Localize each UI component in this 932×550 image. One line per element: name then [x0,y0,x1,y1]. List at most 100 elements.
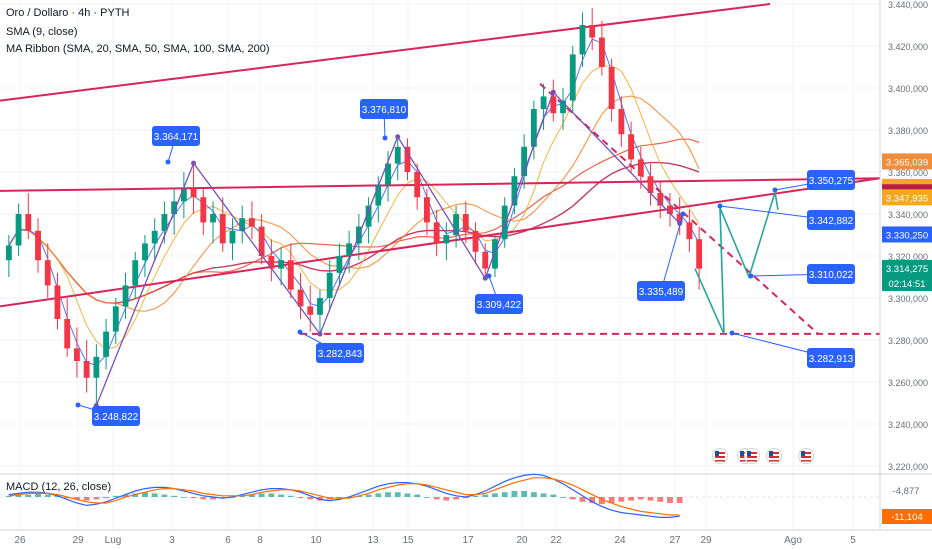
candle-body [443,235,450,244]
symbol-title[interactable]: Oro / Dollaro · 4h · PYTH [6,7,130,19]
event-flag-stripe [801,460,811,462]
candle-body [83,361,90,378]
signal-line [8,477,680,516]
candle-body [482,251,489,269]
macd-histogram-bar [74,497,80,500]
candle-body [696,239,703,269]
candle-body [628,134,634,160]
candle-body [142,243,148,261]
candle-body [297,289,304,307]
candle-body [103,331,109,357]
candle-body [599,37,605,67]
callout-anchor [486,273,492,279]
event-flag-stripe [801,452,811,454]
candle-body [161,214,168,231]
price-tag [882,153,932,170]
callout-label: 3.342,882 [809,216,854,227]
price-axis: 3.440,000 3.420,000 3.400,000 3.380,000 3.36… [879,0,932,550]
macd-legend[interactable]: MACD (12, 26, close) [6,481,111,493]
time-tick-label: 20 [516,535,528,546]
event-flag-canton [747,451,751,456]
callout-label: 3.310,022 [809,270,854,281]
channel-middle-line [0,177,881,192]
callout-anchor [717,203,723,209]
sma50-line [8,95,700,312]
event-flag-stripe [715,460,725,462]
time-tick-label: 26 [14,535,26,546]
price-tag-label: 3.365,039 [886,157,928,168]
candle-body [560,100,566,114]
time-tick-label: 29 [72,535,84,546]
candle-body [229,230,236,244]
candle-body [657,193,664,206]
macd-histogram-bar [5,495,12,497]
macd-histogram-bar [453,497,459,500]
event-flag-canton [740,451,744,456]
candle-body [394,146,401,164]
event-flag-stripe [715,456,725,458]
event-flag-stripe [747,456,757,458]
candle-body [200,197,207,223]
macd-histogram-bar [443,497,450,501]
callout-box [807,348,855,368]
zigzag-point [317,331,323,337]
event-icon [712,448,728,464]
event-flag-stripe [747,452,757,454]
channel-lower-line [0,177,881,308]
macd-histogram-bar [161,494,168,497]
macd-histogram-bar [190,497,197,499]
ribbon-legend[interactable]: MA Ribbon (SMA, 20, SMA, 50, SMA, 100, S… [6,43,270,55]
callout-anchor [165,159,171,165]
price-tick-label: 3.220,000 [888,462,928,472]
macd-histogram-bar [667,497,673,503]
price-tick-label: 3.420,000 [888,42,928,52]
time-tick-label: 13 [367,535,379,546]
macd-histogram-bar [112,495,119,497]
price-tick-label: 3.260,000 [888,378,928,388]
macd-histogram-bar [589,497,596,503]
time-tick-label: 6 [225,535,231,546]
price-tag [882,260,932,277]
macd-histogram-bar [142,492,148,497]
candle-body [74,348,80,361]
candle-body [15,214,22,246]
candle-body [618,109,625,135]
callout-box [316,343,364,363]
candle-body [462,214,469,231]
callout-anchor [382,135,388,141]
candle-body [258,226,265,256]
price-tick-label: 3.320,000 [888,252,928,262]
signal-tag [882,509,932,524]
callout-box [152,126,200,146]
macd-histogram-bar [608,497,615,503]
sma-legend[interactable]: SMA (9, close) [6,26,78,38]
grid [0,0,880,530]
price-callouts: 3.364,171 3.376,810 3.248,822 3.282,843 3.30… [75,99,855,426]
candle-body [647,176,654,193]
macd-histogram-bar [472,495,479,497]
time-tick-label: 17 [462,535,474,546]
event-icons [712,448,814,464]
callout-label: 3.350,275 [809,176,854,187]
macd-histogram-bar [25,494,32,497]
zigzag-point [395,134,401,140]
candle-body [676,214,683,223]
callout-anchor [772,187,778,193]
macd-histogram-bar [258,493,265,497]
macd-histogram-bar [511,491,518,497]
candle-body [219,214,226,244]
time-tick-label: 29 [700,535,712,546]
event-flag-stripe [801,456,811,458]
candle-body [346,243,353,256]
candle-body [501,205,508,240]
macd-histogram-bar [530,492,537,497]
candle-body [365,205,372,227]
price-tick-label: 3.360,000 [888,168,928,178]
channel-lines [0,3,881,335]
macd-pane: -4,877 -11,104 [0,473,932,524]
event-icon [766,448,782,464]
macd-histogram-bar [103,497,109,499]
signal-value-label: -11,104 [891,512,923,523]
